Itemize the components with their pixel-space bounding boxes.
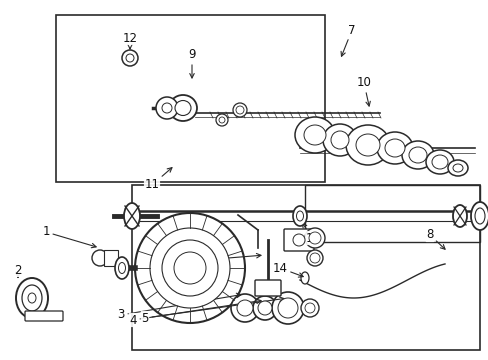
Circle shape — [278, 298, 297, 318]
Ellipse shape — [323, 124, 356, 156]
Circle shape — [122, 50, 138, 66]
Ellipse shape — [425, 150, 453, 174]
Ellipse shape — [447, 160, 467, 176]
Text: 13: 13 — [302, 223, 320, 244]
Circle shape — [216, 114, 227, 126]
Circle shape — [156, 97, 178, 119]
Circle shape — [174, 252, 205, 284]
Ellipse shape — [474, 208, 484, 224]
Circle shape — [309, 253, 319, 263]
Ellipse shape — [452, 164, 462, 172]
Circle shape — [305, 228, 325, 248]
Ellipse shape — [301, 272, 308, 284]
Circle shape — [230, 294, 259, 322]
Text: 11: 11 — [144, 168, 172, 192]
Ellipse shape — [16, 278, 48, 318]
Text: 8: 8 — [426, 229, 444, 249]
Text: 3: 3 — [117, 293, 241, 321]
Text: 6: 6 — [175, 253, 261, 269]
Ellipse shape — [292, 206, 306, 226]
Ellipse shape — [28, 293, 36, 303]
Ellipse shape — [384, 139, 404, 157]
Ellipse shape — [124, 203, 140, 229]
Ellipse shape — [376, 132, 412, 164]
Circle shape — [162, 103, 172, 113]
Ellipse shape — [346, 125, 389, 165]
Ellipse shape — [355, 134, 379, 156]
Text: 5: 5 — [141, 297, 284, 324]
Circle shape — [252, 296, 276, 320]
FancyBboxPatch shape — [284, 229, 313, 251]
Circle shape — [219, 117, 224, 123]
Text: 14: 14 — [272, 261, 303, 277]
Circle shape — [308, 232, 320, 244]
Ellipse shape — [408, 147, 426, 163]
Text: 9: 9 — [188, 49, 195, 78]
Ellipse shape — [330, 131, 348, 149]
Ellipse shape — [470, 202, 488, 230]
Circle shape — [92, 250, 108, 266]
Circle shape — [292, 234, 305, 246]
Text: 2: 2 — [14, 264, 21, 277]
Ellipse shape — [304, 125, 325, 145]
Ellipse shape — [296, 211, 303, 221]
Ellipse shape — [118, 262, 125, 274]
Ellipse shape — [115, 257, 129, 279]
Circle shape — [126, 54, 134, 62]
Circle shape — [271, 292, 304, 324]
Circle shape — [237, 300, 252, 316]
Ellipse shape — [452, 205, 466, 227]
Text: 4: 4 — [129, 299, 261, 327]
Circle shape — [150, 228, 229, 308]
FancyBboxPatch shape — [25, 311, 63, 321]
Circle shape — [305, 303, 314, 313]
Bar — [104, 250, 118, 266]
FancyBboxPatch shape — [254, 280, 281, 296]
Text: 12: 12 — [122, 31, 137, 49]
Circle shape — [258, 301, 271, 315]
Text: 10: 10 — [356, 77, 371, 106]
Circle shape — [135, 213, 244, 323]
Text: 1: 1 — [42, 225, 96, 248]
Ellipse shape — [22, 285, 42, 311]
Ellipse shape — [175, 100, 191, 116]
Circle shape — [162, 240, 218, 296]
Ellipse shape — [401, 141, 433, 169]
Circle shape — [236, 106, 244, 114]
Circle shape — [301, 299, 318, 317]
Circle shape — [232, 103, 246, 117]
Ellipse shape — [169, 95, 197, 121]
Text: 7: 7 — [341, 23, 355, 56]
Circle shape — [306, 250, 323, 266]
Ellipse shape — [294, 117, 334, 153]
Ellipse shape — [431, 155, 447, 169]
